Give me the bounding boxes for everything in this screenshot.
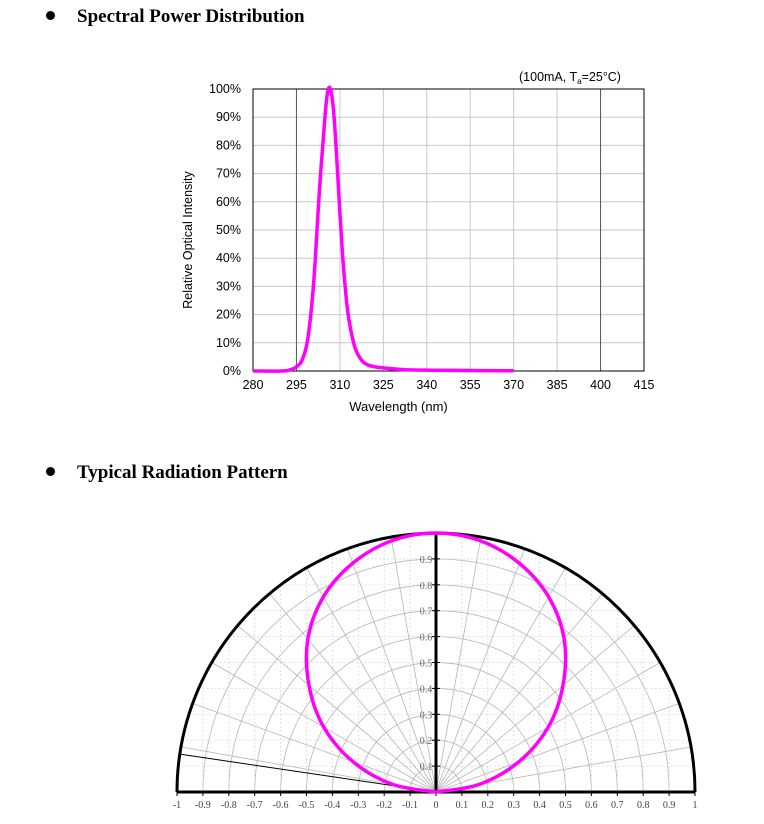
condition-annotation: (100mA, Ta=25°C) [519, 70, 621, 86]
y-tick-label: 20% [216, 308, 241, 322]
x-tick-label: 385 [547, 378, 568, 392]
r-tick-label: 0.5 [420, 659, 433, 670]
r-tick-label: 0.2 [420, 736, 433, 747]
x-tick-label: -0.8 [221, 800, 237, 811]
spd-section-title: Spectral Power Distribution [46, 6, 305, 28]
polar-spoke [347, 548, 437, 793]
radiation-curve [304, 531, 568, 794]
x-tick-label: -0.5 [299, 800, 315, 811]
y-tick-label: 50% [216, 223, 241, 237]
x-tick-label: 295 [286, 378, 307, 392]
polar-spoke [192, 703, 437, 793]
y-tick-label: 40% [216, 251, 241, 265]
spd-title-text: Spectral Power Distribution [77, 6, 305, 27]
polar-spoke [435, 625, 635, 793]
spectral-power-chart: 0% 10% 20% 30% 40% 50% 60% 70% 80% 90% 100% 280 295 3… [181, 70, 655, 414]
bullet-icon [46, 467, 55, 477]
x-tick-label: 310 [329, 378, 350, 392]
x-tick-label: 355 [460, 378, 481, 392]
y-tick-label: 30% [216, 279, 241, 293]
r-tick-label: 0.9 [420, 555, 433, 566]
x-tick-label: 370 [503, 378, 524, 392]
r-tick-label: 0.8 [420, 581, 433, 592]
y-tick-label: 80% [216, 138, 241, 152]
polar-spoke [435, 536, 482, 793]
y-tick-label: 0% [223, 364, 241, 378]
r-tick-label: 0.3 [420, 710, 433, 721]
spectrum-curve [252, 85, 514, 373]
r-tick-label: 0.1 [420, 762, 433, 773]
polar-spoke [390, 536, 437, 793]
bullet-icon [46, 11, 55, 21]
x-tick-label: 280 [243, 378, 264, 392]
y-tick-label: 70% [216, 167, 241, 181]
y-tick-label: 100% [209, 82, 241, 96]
x-tick-label: 400 [590, 378, 611, 392]
x-tick-label: 0.4 [533, 800, 546, 811]
polar-spoke [435, 548, 525, 793]
x-tick-label: 0.6 [585, 800, 598, 811]
x-tick-label: -0.3 [350, 800, 366, 811]
x-tick-label: 340 [416, 378, 437, 392]
x-tick-label: 0.3 [507, 800, 520, 811]
x-tick-label: 1 [693, 800, 698, 811]
radiation-title-text: Typical Radiation Pattern [77, 462, 288, 483]
x-tick-label: 0.5 [559, 800, 572, 811]
polar-spoke [269, 593, 437, 793]
x-tick-label: 0.2 [482, 800, 495, 811]
x-tick-label: -0.6 [273, 800, 289, 811]
polar-spoke [237, 625, 437, 793]
x-tick-label: -0.7 [247, 800, 263, 811]
x-tick-label: 0.1 [456, 800, 469, 811]
x-tick-label: 0.8 [637, 800, 650, 811]
r-tick-label: 0.7 [420, 607, 433, 618]
x-tick-label: 325 [373, 378, 394, 392]
x-tick-label: -0.2 [376, 800, 392, 811]
x-tick-label: 0 [434, 800, 439, 811]
y-tick-label: 10% [216, 336, 241, 350]
x-tick-label: 415 [634, 378, 655, 392]
x-tick-label: 0.9 [663, 800, 676, 811]
y-tick-label: 90% [216, 110, 241, 124]
x-axis-label: Wavelength (nm) [349, 399, 448, 414]
r-tick-label: 0.4 [420, 684, 433, 695]
radiation-section-title: Typical Radiation Pattern [46, 462, 288, 484]
y-tick-label: 60% [216, 195, 241, 209]
r-tick-label: 0.6 [420, 633, 433, 644]
x-tick-label: -0.9 [195, 800, 211, 811]
y-axis-label: Relative Optical Intensity [181, 170, 195, 308]
polar-spoke [306, 567, 437, 793]
polar-spoke [435, 593, 603, 793]
x-tick-label: -0.1 [402, 800, 418, 811]
x-tick-label: 0.7 [611, 800, 624, 811]
x-tick-label: -1 [173, 800, 181, 811]
polar-spoke [435, 567, 566, 793]
polar-spoke [435, 703, 680, 793]
x-tick-label: -0.4 [324, 800, 340, 811]
